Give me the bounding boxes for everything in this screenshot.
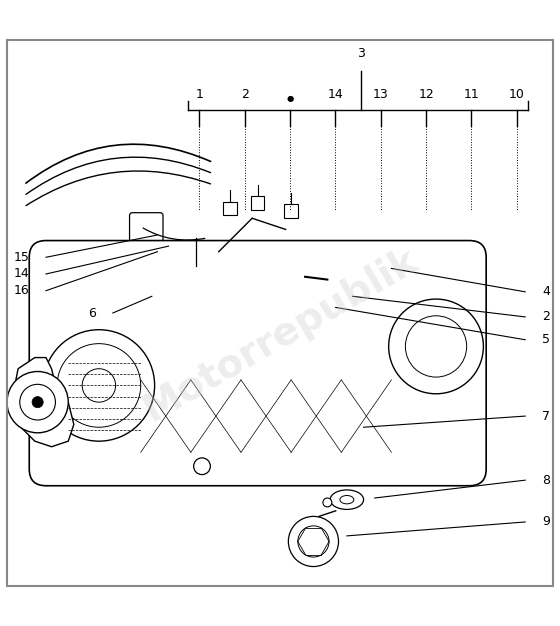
Circle shape: [194, 458, 211, 475]
Text: 4: 4: [542, 285, 550, 299]
Text: 16: 16: [13, 284, 29, 297]
Text: ●: ●: [286, 94, 293, 103]
Circle shape: [43, 330, 155, 441]
Ellipse shape: [283, 257, 305, 296]
Text: 1: 1: [195, 88, 203, 101]
Text: 10: 10: [509, 88, 525, 101]
Circle shape: [405, 316, 466, 377]
Circle shape: [195, 250, 209, 264]
Text: 9: 9: [542, 515, 550, 528]
Circle shape: [57, 344, 141, 427]
Ellipse shape: [340, 496, 354, 504]
Circle shape: [234, 245, 248, 259]
Text: 15: 15: [13, 251, 29, 264]
Text: 5: 5: [542, 333, 550, 346]
Circle shape: [82, 369, 115, 402]
Circle shape: [32, 397, 43, 408]
Text: 11: 11: [464, 88, 479, 101]
Circle shape: [7, 371, 68, 433]
Text: 8: 8: [542, 474, 550, 486]
Text: 13: 13: [373, 88, 389, 101]
Circle shape: [323, 498, 332, 507]
FancyBboxPatch shape: [129, 213, 163, 246]
Circle shape: [20, 384, 55, 420]
Text: 14: 14: [328, 88, 343, 101]
Bar: [251, 196, 264, 210]
Text: 6: 6: [88, 307, 96, 319]
Bar: [284, 204, 298, 218]
Circle shape: [288, 516, 338, 567]
Circle shape: [273, 256, 287, 270]
Text: 2: 2: [542, 310, 550, 324]
Text: Motorrepublik: Motorrepublik: [136, 241, 424, 429]
Circle shape: [389, 299, 483, 394]
FancyBboxPatch shape: [29, 240, 486, 486]
Circle shape: [155, 252, 205, 302]
Text: 14: 14: [13, 267, 29, 280]
FancyBboxPatch shape: [174, 246, 297, 307]
Circle shape: [298, 526, 329, 557]
Bar: [223, 202, 236, 215]
Polygon shape: [12, 357, 74, 447]
Ellipse shape: [330, 490, 363, 510]
Text: 7: 7: [542, 409, 550, 423]
Text: 3: 3: [357, 48, 365, 60]
Text: 12: 12: [418, 88, 434, 101]
Text: 2: 2: [241, 88, 249, 101]
